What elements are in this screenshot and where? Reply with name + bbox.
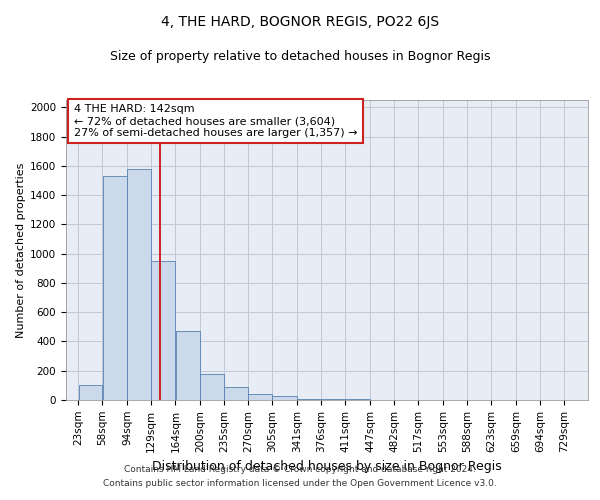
Bar (151, 261, 175, 400)
Y-axis label: Number of detached properties: Number of detached properties (16, 162, 26, 338)
Bar (297, 398, 321, 400)
Bar (200, 374, 224, 400)
Bar (176, 331, 200, 400)
Bar (79, 386, 102, 400)
Text: Contains HM Land Registry data © Crown copyright and database right 2024.
Contai: Contains HM Land Registry data © Crown c… (103, 466, 497, 487)
Text: 4 THE HARD: 142sqm
← 72% of detached houses are smaller (3,604)
27% of semi-deta: 4 THE HARD: 142sqm ← 72% of detached hou… (74, 104, 358, 138)
Text: Size of property relative to detached houses in Bognor Regis: Size of property relative to detached ho… (110, 50, 490, 63)
Bar (103, 176, 127, 400)
Bar (224, 387, 248, 400)
Bar (127, 169, 151, 400)
Bar (272, 396, 297, 400)
X-axis label: Distribution of detached houses by size in Bognor Regis: Distribution of detached houses by size … (152, 460, 502, 473)
Bar (248, 394, 272, 400)
Text: 4, THE HARD, BOGNOR REGIS, PO22 6JS: 4, THE HARD, BOGNOR REGIS, PO22 6JS (161, 15, 439, 29)
